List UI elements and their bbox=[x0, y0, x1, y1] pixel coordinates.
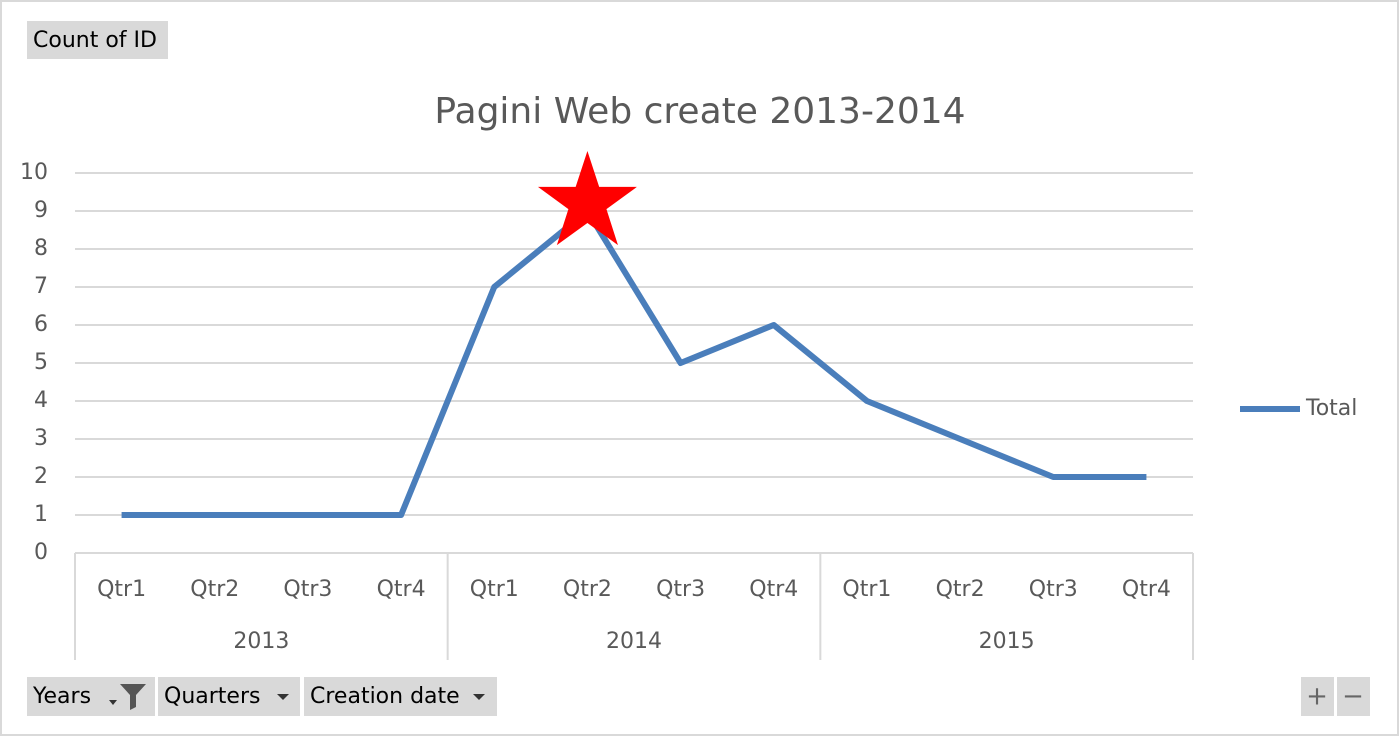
x-tick-label: Qtr3 bbox=[656, 577, 705, 602]
value-field-button[interactable] bbox=[27, 21, 168, 59]
x-group-label: 2014 bbox=[606, 629, 662, 654]
x-group-label: 2013 bbox=[233, 629, 289, 654]
legend-label: Total bbox=[1305, 396, 1357, 421]
dropdown-icon bbox=[109, 700, 117, 705]
quarters-button[interactable] bbox=[158, 677, 300, 716]
y-tick-label: 4 bbox=[34, 388, 48, 413]
x-tick-label: Qtr2 bbox=[936, 577, 985, 602]
x-tick-label: Qtr4 bbox=[749, 577, 798, 602]
filter-icon bbox=[120, 684, 146, 710]
y-tick-label: 10 bbox=[20, 160, 48, 185]
years-label: Years bbox=[32, 684, 91, 709]
y-tick-label: 0 bbox=[34, 540, 48, 565]
x-tick-label: Qtr4 bbox=[1122, 577, 1171, 602]
collapse-button[interactable] bbox=[1337, 677, 1370, 716]
y-tick-label: 2 bbox=[34, 464, 48, 489]
peak-star bbox=[537, 151, 637, 246]
creation-date-button[interactable] bbox=[304, 677, 497, 716]
x-tick-label: Qtr4 bbox=[377, 577, 426, 602]
y-tick-label: 7 bbox=[34, 274, 48, 299]
value-field-label: Count of ID bbox=[33, 28, 157, 53]
expand-button[interactable] bbox=[1301, 677, 1334, 716]
y-tick-label: 6 bbox=[34, 312, 48, 337]
x-group-label: 2015 bbox=[979, 629, 1035, 654]
x-tick-label: Qtr2 bbox=[563, 577, 612, 602]
y-tick-label: 5 bbox=[34, 350, 48, 375]
chart-title: Pagini Web create 2013-2014 bbox=[434, 91, 965, 132]
x-tick-label: Qtr1 bbox=[97, 577, 146, 602]
x-tick-label: Qtr3 bbox=[283, 577, 332, 602]
y-tick-label: 3 bbox=[34, 426, 48, 451]
quarters-label: Quarters bbox=[164, 684, 260, 709]
dropdown-icon bbox=[473, 694, 485, 700]
y-tick-label: 8 bbox=[34, 236, 48, 261]
x-tick-label: Qtr3 bbox=[1029, 577, 1078, 602]
creation-date-label: Creation date bbox=[310, 684, 460, 709]
dropdown-icon bbox=[277, 694, 289, 700]
y-tick-label: 9 bbox=[34, 198, 48, 223]
y-tick-label: 1 bbox=[34, 502, 48, 527]
expand-label: + bbox=[1306, 682, 1328, 712]
x-tick-label: Qtr2 bbox=[190, 577, 239, 602]
collapse-label: − bbox=[1342, 682, 1364, 712]
x-tick-label: Qtr1 bbox=[842, 577, 891, 602]
x-tick-label: Qtr1 bbox=[470, 577, 519, 602]
series-line bbox=[121, 208, 1147, 518]
